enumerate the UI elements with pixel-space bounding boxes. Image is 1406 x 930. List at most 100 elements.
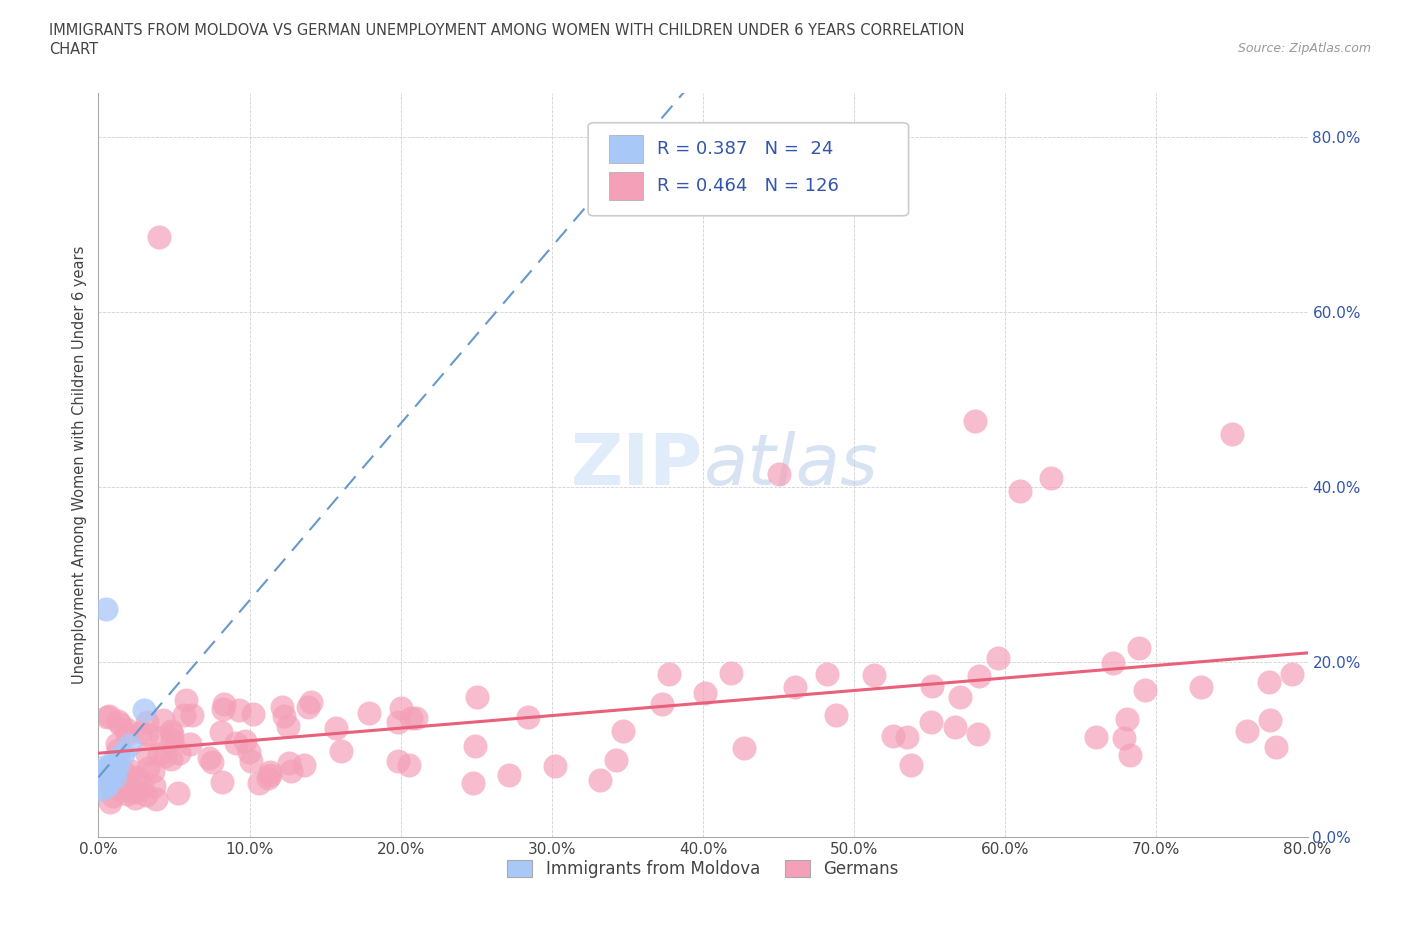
Point — [1220, 427, 1243, 442]
Point — [815, 666, 838, 681]
Point — [1264, 739, 1286, 754]
Point — [94, 766, 117, 781]
Point — [389, 700, 412, 715]
Point — [900, 758, 922, 773]
Point — [124, 790, 146, 805]
Point — [96, 762, 118, 777]
Point — [399, 711, 422, 725]
Point — [197, 751, 219, 765]
Point — [129, 724, 152, 739]
Point — [173, 708, 195, 723]
Point — [120, 764, 142, 778]
Point — [658, 666, 681, 681]
Point — [387, 753, 409, 768]
Point — [299, 695, 322, 710]
Point — [120, 784, 142, 799]
Point — [1258, 674, 1281, 689]
Point — [1119, 748, 1142, 763]
Point — [159, 724, 181, 738]
Text: ZIP: ZIP — [571, 431, 703, 499]
Text: Source: ZipAtlas.com: Source: ZipAtlas.com — [1237, 42, 1371, 55]
Text: IMMIGRANTS FROM MOLDOVA VS GERMAN UNEMPLOYMENT AMONG WOMEN WITH CHILDREN UNDER 6: IMMIGRANTS FROM MOLDOVA VS GERMAN UNEMPL… — [49, 23, 965, 38]
Point — [986, 650, 1008, 665]
Point — [273, 709, 295, 724]
Point — [967, 668, 990, 683]
Point — [179, 737, 201, 751]
Point — [94, 773, 117, 788]
Point — [94, 602, 117, 617]
Point — [259, 768, 281, 783]
Point — [405, 711, 427, 725]
Point — [107, 714, 129, 729]
Point — [98, 767, 121, 782]
Text: R = 0.387   N =  24: R = 0.387 N = 24 — [657, 140, 834, 158]
Point — [159, 751, 181, 766]
Point — [145, 791, 167, 806]
Point — [135, 788, 157, 803]
Point — [91, 777, 114, 792]
Point — [115, 787, 138, 802]
Point — [965, 414, 987, 429]
Point — [1258, 712, 1281, 727]
Point — [166, 785, 188, 800]
Point — [93, 760, 115, 775]
Point — [967, 727, 990, 742]
Point — [464, 738, 486, 753]
Point — [148, 747, 170, 762]
Point — [920, 714, 942, 729]
Point — [1084, 730, 1107, 745]
Point — [1281, 666, 1303, 681]
Text: R = 0.464   N = 126: R = 0.464 N = 126 — [657, 177, 839, 195]
Point — [149, 731, 172, 746]
Point — [329, 743, 352, 758]
Point — [1102, 656, 1125, 671]
Point — [135, 747, 157, 762]
Point — [1112, 730, 1135, 745]
Point — [257, 770, 280, 785]
Point — [1039, 471, 1062, 485]
Point — [1128, 640, 1150, 655]
Point — [612, 724, 634, 738]
Point — [1236, 724, 1258, 738]
Point — [733, 741, 755, 756]
Point — [105, 772, 128, 787]
Point — [768, 466, 790, 481]
Point — [103, 764, 125, 778]
Point — [211, 775, 233, 790]
Point — [115, 727, 138, 742]
Point — [115, 722, 138, 737]
Point — [100, 794, 122, 809]
Point — [280, 764, 302, 778]
Y-axis label: Unemployment Among Women with Children Under 6 years: Unemployment Among Women with Children U… — [72, 246, 87, 684]
Point — [465, 689, 488, 704]
Point — [181, 708, 204, 723]
Point — [118, 737, 141, 752]
Point — [605, 752, 627, 767]
Point — [89, 777, 111, 792]
Point — [96, 710, 118, 724]
Point — [107, 777, 129, 792]
Point — [104, 770, 127, 785]
Point — [720, 666, 742, 681]
Point — [135, 715, 157, 730]
Point — [114, 766, 136, 781]
Point — [167, 746, 190, 761]
Point — [201, 754, 224, 769]
Point — [90, 773, 112, 788]
Point — [153, 749, 176, 764]
Point — [278, 755, 301, 770]
Point — [695, 685, 717, 700]
Point — [212, 697, 235, 711]
Point — [160, 726, 183, 741]
Point — [212, 702, 235, 717]
Point — [896, 730, 918, 745]
Point — [136, 727, 159, 742]
Point — [91, 764, 114, 778]
Point — [96, 778, 118, 793]
Point — [104, 771, 127, 786]
Point — [651, 697, 673, 711]
Point — [259, 764, 281, 779]
Point — [277, 718, 299, 733]
Point — [152, 712, 174, 727]
Point — [105, 760, 128, 775]
